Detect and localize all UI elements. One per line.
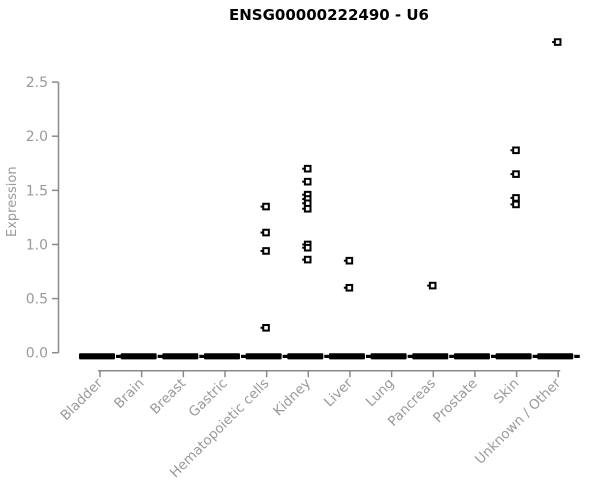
y-tick-label: 1.5 bbox=[26, 183, 48, 199]
zero-cluster-bar bbox=[453, 353, 490, 360]
x-tick-label: Breast bbox=[147, 376, 189, 418]
data-point-dash bbox=[302, 258, 305, 261]
data-point-dash bbox=[302, 207, 305, 210]
data-point bbox=[512, 200, 520, 209]
zero-cluster-bar bbox=[162, 353, 199, 360]
zero-cluster-bar-end bbox=[116, 354, 122, 358]
zero-cluster-bar bbox=[203, 353, 240, 360]
zero-cluster-bar bbox=[120, 353, 157, 360]
zero-cluster-bar bbox=[537, 353, 574, 360]
zero-cluster-bar-end bbox=[490, 354, 497, 358]
data-point-dash bbox=[510, 149, 513, 152]
data-point bbox=[553, 38, 562, 46]
data-point-dash bbox=[302, 243, 305, 246]
data-point-dash bbox=[302, 193, 305, 196]
data-point-dash bbox=[302, 202, 305, 205]
data-point-dash bbox=[343, 286, 347, 289]
data-point bbox=[303, 255, 312, 264]
zero-cluster-bar-end bbox=[532, 354, 539, 358]
y-tick-label: 2.5 bbox=[26, 75, 48, 91]
zero-cluster-bar-end bbox=[449, 354, 455, 358]
data-point-dash bbox=[510, 196, 513, 199]
y-tick-label: 0.5 bbox=[26, 292, 48, 308]
data-point bbox=[262, 202, 270, 211]
data-point bbox=[345, 256, 354, 265]
data-point bbox=[345, 283, 354, 292]
chart-title: ENSG00000222490 - U6 bbox=[228, 6, 429, 24]
data-point-dash bbox=[510, 203, 513, 206]
zero-cluster-bar-end bbox=[282, 354, 289, 358]
data-point-dash bbox=[260, 249, 263, 252]
data-point-dash bbox=[302, 180, 305, 183]
zero-cluster-bar-end bbox=[407, 354, 414, 358]
y-tick-label: 1.0 bbox=[26, 237, 48, 253]
data-point-dash bbox=[343, 259, 347, 262]
data-point bbox=[262, 228, 270, 237]
data-point bbox=[512, 146, 520, 155]
x-tick-label: Skin bbox=[491, 376, 523, 408]
x-tick-label: Bladder bbox=[58, 375, 107, 424]
zero-cluster-bar bbox=[495, 353, 532, 360]
x-tick-label: Liver bbox=[321, 375, 356, 410]
zero-cluster-bar-end bbox=[324, 354, 330, 358]
data-point bbox=[303, 164, 312, 173]
data-point-dash bbox=[302, 246, 305, 249]
data-point-dash bbox=[260, 205, 263, 208]
zero-cluster-bar-end bbox=[199, 354, 205, 358]
zero-cluster-bar-end bbox=[574, 354, 580, 358]
zero-cluster-bar bbox=[370, 353, 407, 360]
zero-cluster-bar-end bbox=[157, 354, 164, 358]
data-point-dash bbox=[552, 41, 555, 44]
data-point-dash bbox=[427, 284, 430, 287]
data-point bbox=[303, 243, 312, 252]
zero-cluster-bar-end bbox=[365, 354, 372, 358]
zero-cluster-bar bbox=[79, 353, 115, 360]
data-point-dash bbox=[260, 231, 263, 234]
data-point bbox=[303, 177, 312, 186]
data-point bbox=[512, 170, 520, 178]
data-point bbox=[303, 204, 312, 213]
data-point-dash bbox=[302, 197, 305, 200]
zero-cluster-bar bbox=[328, 353, 365, 360]
x-tick-label: Kidney bbox=[270, 376, 314, 420]
y-tick-label: 0.0 bbox=[26, 346, 48, 362]
y-tick-label: 2.0 bbox=[26, 129, 48, 145]
x-tick-label: Brain bbox=[111, 376, 147, 412]
data-point bbox=[428, 281, 437, 290]
x-tick-label: Lung bbox=[363, 376, 398, 411]
data-point-dash bbox=[302, 167, 305, 170]
zero-cluster-bar-end bbox=[240, 354, 247, 358]
data-point-dash bbox=[260, 326, 263, 329]
data-point bbox=[512, 194, 520, 202]
data-point-dash bbox=[510, 173, 513, 176]
data-point bbox=[262, 247, 270, 255]
zero-cluster-bar bbox=[287, 353, 324, 360]
data-point bbox=[262, 324, 270, 332]
zero-cluster-bar bbox=[412, 353, 449, 360]
x-tick-label: Prostate bbox=[430, 376, 481, 427]
zero-cluster-bar bbox=[245, 353, 282, 360]
